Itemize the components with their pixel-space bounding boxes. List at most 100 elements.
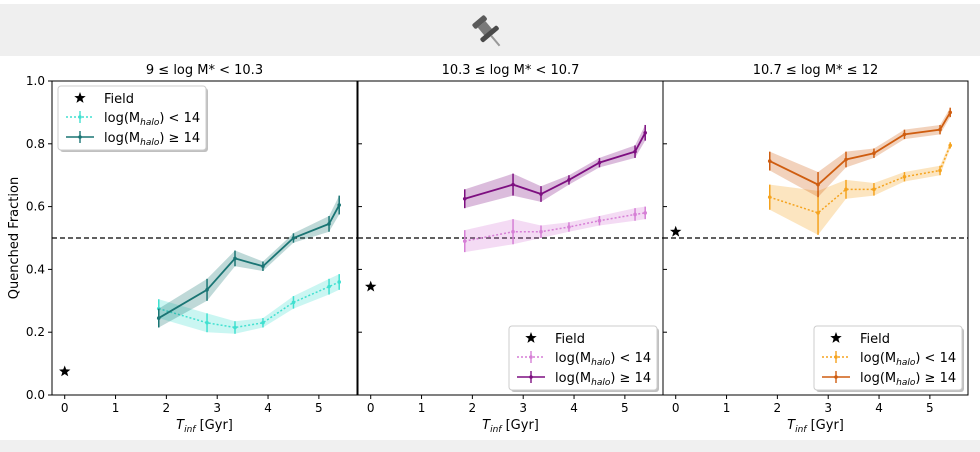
x-tick-label: 4: [570, 401, 578, 415]
panel-title: 10.3 ≤ log M* < 10.7: [442, 63, 580, 78]
data-point: [633, 149, 637, 154]
data-point: [567, 225, 571, 229]
legend-marker: [529, 375, 533, 379]
legend-series-label: log(Mhalo) < 14: [104, 111, 200, 128]
legend-box: [57, 85, 207, 151]
legend-box: [813, 325, 963, 391]
toolbar: [0, 4, 980, 56]
data-point: [872, 187, 876, 192]
x-axis-label: Tinf [Gyr]: [482, 418, 539, 435]
x-tick-label: 4: [875, 401, 883, 415]
data-point: [948, 143, 953, 148]
x-tick-label: 2: [774, 401, 782, 415]
data-point: [205, 288, 209, 292]
x-axis-label: Tinf [Gyr]: [787, 418, 844, 435]
data-point: [902, 174, 907, 179]
data-point: [597, 160, 602, 165]
data-point: [462, 196, 467, 201]
y-tick-label: 0.6: [26, 200, 45, 214]
legend-series-label: log(Mhalo) < 14: [555, 351, 651, 368]
data-point: [205, 320, 209, 325]
field-star: [365, 280, 377, 292]
x-tick-label: 1: [112, 401, 120, 415]
legend-series-label: log(Mhalo) ≥ 14: [104, 131, 200, 148]
legend-marker: [78, 115, 82, 119]
x-tick-label: 1: [418, 401, 426, 415]
legend-marker: [834, 355, 838, 359]
pushpin-icon[interactable]: [466, 12, 510, 52]
axes-frame: [51, 80, 358, 396]
panel-1: 9 ≤ log M* < 10.3 0 1 2 3 4 5 0.0 0.2 0.4 0.6 0.8 1.…: [26, 63, 358, 435]
data-point: [327, 284, 331, 289]
data-point: [643, 131, 648, 135]
legend-series-label: log(Mhalo) < 14: [860, 351, 956, 368]
data-point: [511, 182, 515, 187]
field-star: [59, 365, 71, 377]
x-tick-label: 0: [672, 401, 680, 415]
panel-title: 10.7 ≤ log M* ≤ 12: [753, 63, 878, 78]
data-point: [597, 218, 602, 223]
error-band: [464, 124, 646, 209]
series-high-halo: [156, 195, 342, 328]
y-axis-label: Quenched Fraction: [7, 177, 22, 299]
x-tick-label: 5: [621, 401, 629, 415]
data-point: [291, 300, 296, 305]
x-tick-label: 1: [723, 401, 731, 415]
x-axis-label: Tinf [Gyr]: [176, 418, 233, 435]
data-point: [816, 182, 820, 187]
panel-3: 10.7 ≤ log M* ≤ 12 0 1 2 3 4 5 Tinf [Gyr] Field l…: [662, 63, 969, 435]
data-point: [337, 203, 342, 207]
x-tick-label: 3: [213, 401, 221, 415]
x-tick-label: 3: [824, 401, 832, 415]
data-point: [767, 195, 772, 199]
data-point: [948, 110, 953, 115]
y-tick-label: 0.4: [26, 262, 45, 276]
x-tick-label: 4: [264, 401, 272, 415]
legend-series-label: log(Mhalo) ≥ 14: [860, 371, 956, 388]
legend: Field log(Mhalo) < 14 log(Mhalo) ≥ 14: [508, 325, 659, 392]
quenched-fraction-chart: 9 ≤ log M* < 10.3 0 1 2 3 4 5 0.0 0.2 0.4 0.6 0.8 1.…: [7, 63, 969, 435]
data-point: [327, 222, 331, 226]
legend-marker: [78, 135, 82, 139]
x-tick-label: 2: [469, 401, 477, 415]
series-high-halo: [767, 107, 953, 198]
x-tick-label: 0: [367, 401, 375, 415]
y-tick-label: 0.0: [26, 388, 45, 402]
legend: Field log(Mhalo) < 14 log(Mhalo) ≥ 14: [57, 85, 208, 152]
data-point: [462, 239, 467, 243]
legend-field-label: Field: [860, 332, 890, 347]
data-point: [938, 168, 942, 173]
legend-marker: [834, 375, 838, 379]
x-tick-label: 2: [163, 401, 171, 415]
y-tick-label: 0.8: [26, 137, 45, 151]
legend-field-marker: [525, 332, 537, 343]
legend-field-marker: [830, 332, 842, 343]
error-band: [769, 142, 951, 235]
field-star: [670, 225, 682, 237]
footer-bar: [0, 440, 980, 452]
data-point: [291, 236, 296, 240]
x-tick-label: 3: [519, 401, 527, 415]
data-point: [938, 127, 942, 132]
x-tick-label: 5: [315, 401, 323, 415]
data-point: [816, 211, 820, 215]
legend-field-label: Field: [104, 92, 134, 107]
data-point: [337, 280, 342, 284]
x-tick-label: 5: [926, 401, 934, 415]
x-tick-label: 0: [61, 401, 69, 415]
data-point: [844, 157, 848, 162]
error-band: [158, 274, 340, 334]
data-point: [233, 256, 237, 261]
data-point: [261, 264, 265, 269]
axes-frame: [662, 80, 969, 396]
error-band: [464, 206, 646, 253]
data-point: [539, 229, 543, 234]
data-point: [872, 151, 876, 156]
y-tick-label: 1.0: [26, 74, 45, 88]
series-low-halo: [767, 142, 953, 235]
data-point: [511, 229, 515, 234]
data-point: [633, 212, 637, 217]
panel-title: 9 ≤ log M* < 10.3: [146, 63, 263, 78]
legend-box: [508, 325, 658, 391]
data-point: [567, 178, 571, 182]
